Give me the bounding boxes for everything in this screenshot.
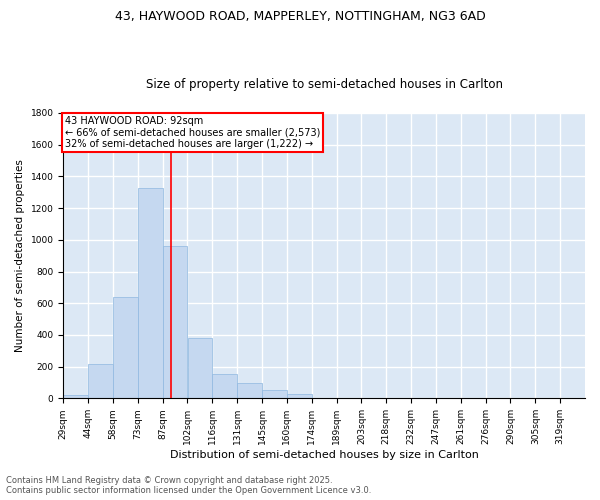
Bar xyxy=(262,390,287,398)
Bar xyxy=(163,246,187,398)
Bar xyxy=(64,395,88,398)
Bar xyxy=(113,297,137,398)
Bar xyxy=(88,364,113,398)
Bar xyxy=(238,384,262,398)
Y-axis label: Number of semi-detached properties: Number of semi-detached properties xyxy=(15,159,25,352)
Bar xyxy=(138,188,163,398)
Text: Contains HM Land Registry data © Crown copyright and database right 2025.
Contai: Contains HM Land Registry data © Crown c… xyxy=(6,476,371,495)
X-axis label: Distribution of semi-detached houses by size in Carlton: Distribution of semi-detached houses by … xyxy=(170,450,479,460)
Bar xyxy=(188,338,212,398)
Bar xyxy=(287,394,311,398)
Bar xyxy=(212,374,237,398)
Text: 43, HAYWOOD ROAD, MAPPERLEY, NOTTINGHAM, NG3 6AD: 43, HAYWOOD ROAD, MAPPERLEY, NOTTINGHAM,… xyxy=(115,10,485,23)
Title: Size of property relative to semi-detached houses in Carlton: Size of property relative to semi-detach… xyxy=(146,78,503,91)
Text: 43 HAYWOOD ROAD: 92sqm
← 66% of semi-detached houses are smaller (2,573)
32% of : 43 HAYWOOD ROAD: 92sqm ← 66% of semi-det… xyxy=(65,116,320,150)
